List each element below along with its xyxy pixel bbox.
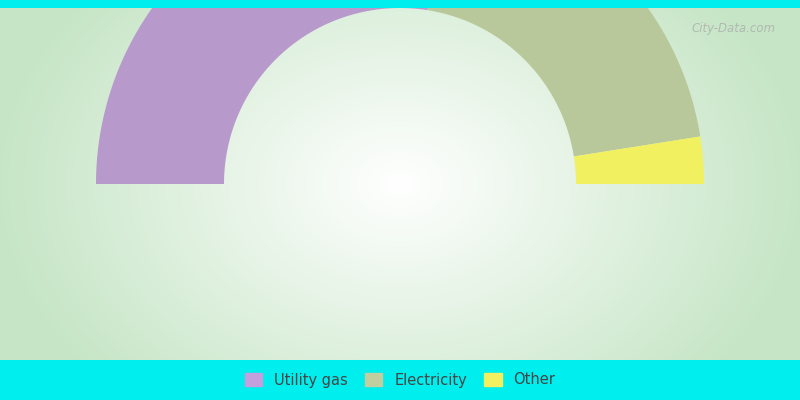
Text: City-Data.com: City-Data.com	[692, 22, 776, 35]
Polygon shape	[574, 136, 704, 184]
Legend: Utility gas, Electricity, Other: Utility gas, Electricity, Other	[238, 367, 562, 393]
Polygon shape	[427, 0, 700, 156]
Polygon shape	[96, 0, 447, 184]
